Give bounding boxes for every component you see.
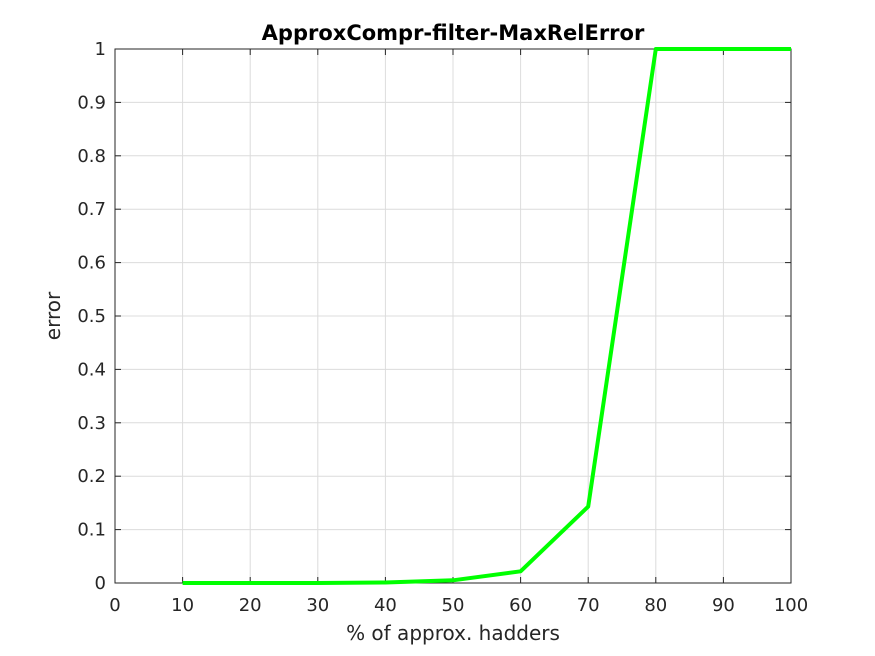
x-tick-label: 50 [442,595,465,616]
chart-title: ApproxCompr-filter-MaxRelError [262,21,645,45]
x-tick-label: 60 [509,595,532,616]
y-tick-label: 0 [95,573,106,594]
x-tick-label: 40 [374,595,397,616]
y-tick-label: 1 [95,39,106,60]
y-tick-label: 0.8 [77,146,106,167]
y-tick-label: 0.7 [77,199,106,220]
tick-labels: 0 10 20 30 40 50 60 70 80 90 100 0 0.1 0.2 0.3 0.4 0.5 0.… [77,39,808,616]
y-tick-label: 0.3 [77,413,106,434]
x-axis-label: % of approx. hadders [346,621,560,645]
y-tick-label: 0.5 [77,306,106,327]
x-tick-label: 100 [774,595,808,616]
series-layer [182,47,792,585]
y-tick-label: 0.9 [77,92,106,113]
x-tick-label: 80 [644,595,667,616]
y-tick-label: 0.2 [77,466,106,487]
y-tick-label: 0.6 [77,253,106,274]
y-axis-label: error [41,291,65,340]
axes [114,48,792,584]
x-tick-label: 0 [109,595,120,616]
x-tick-label: 10 [171,595,194,616]
x-tick-label: 30 [306,595,329,616]
series-line [182,47,791,585]
y-tick-label: 0.1 [77,520,106,541]
x-tick-label: 20 [239,595,262,616]
y-tick-label: 0.4 [77,359,106,380]
x-tick-label: 90 [712,595,735,616]
x-tick-label: 70 [577,595,600,616]
plot-frame [114,48,792,584]
